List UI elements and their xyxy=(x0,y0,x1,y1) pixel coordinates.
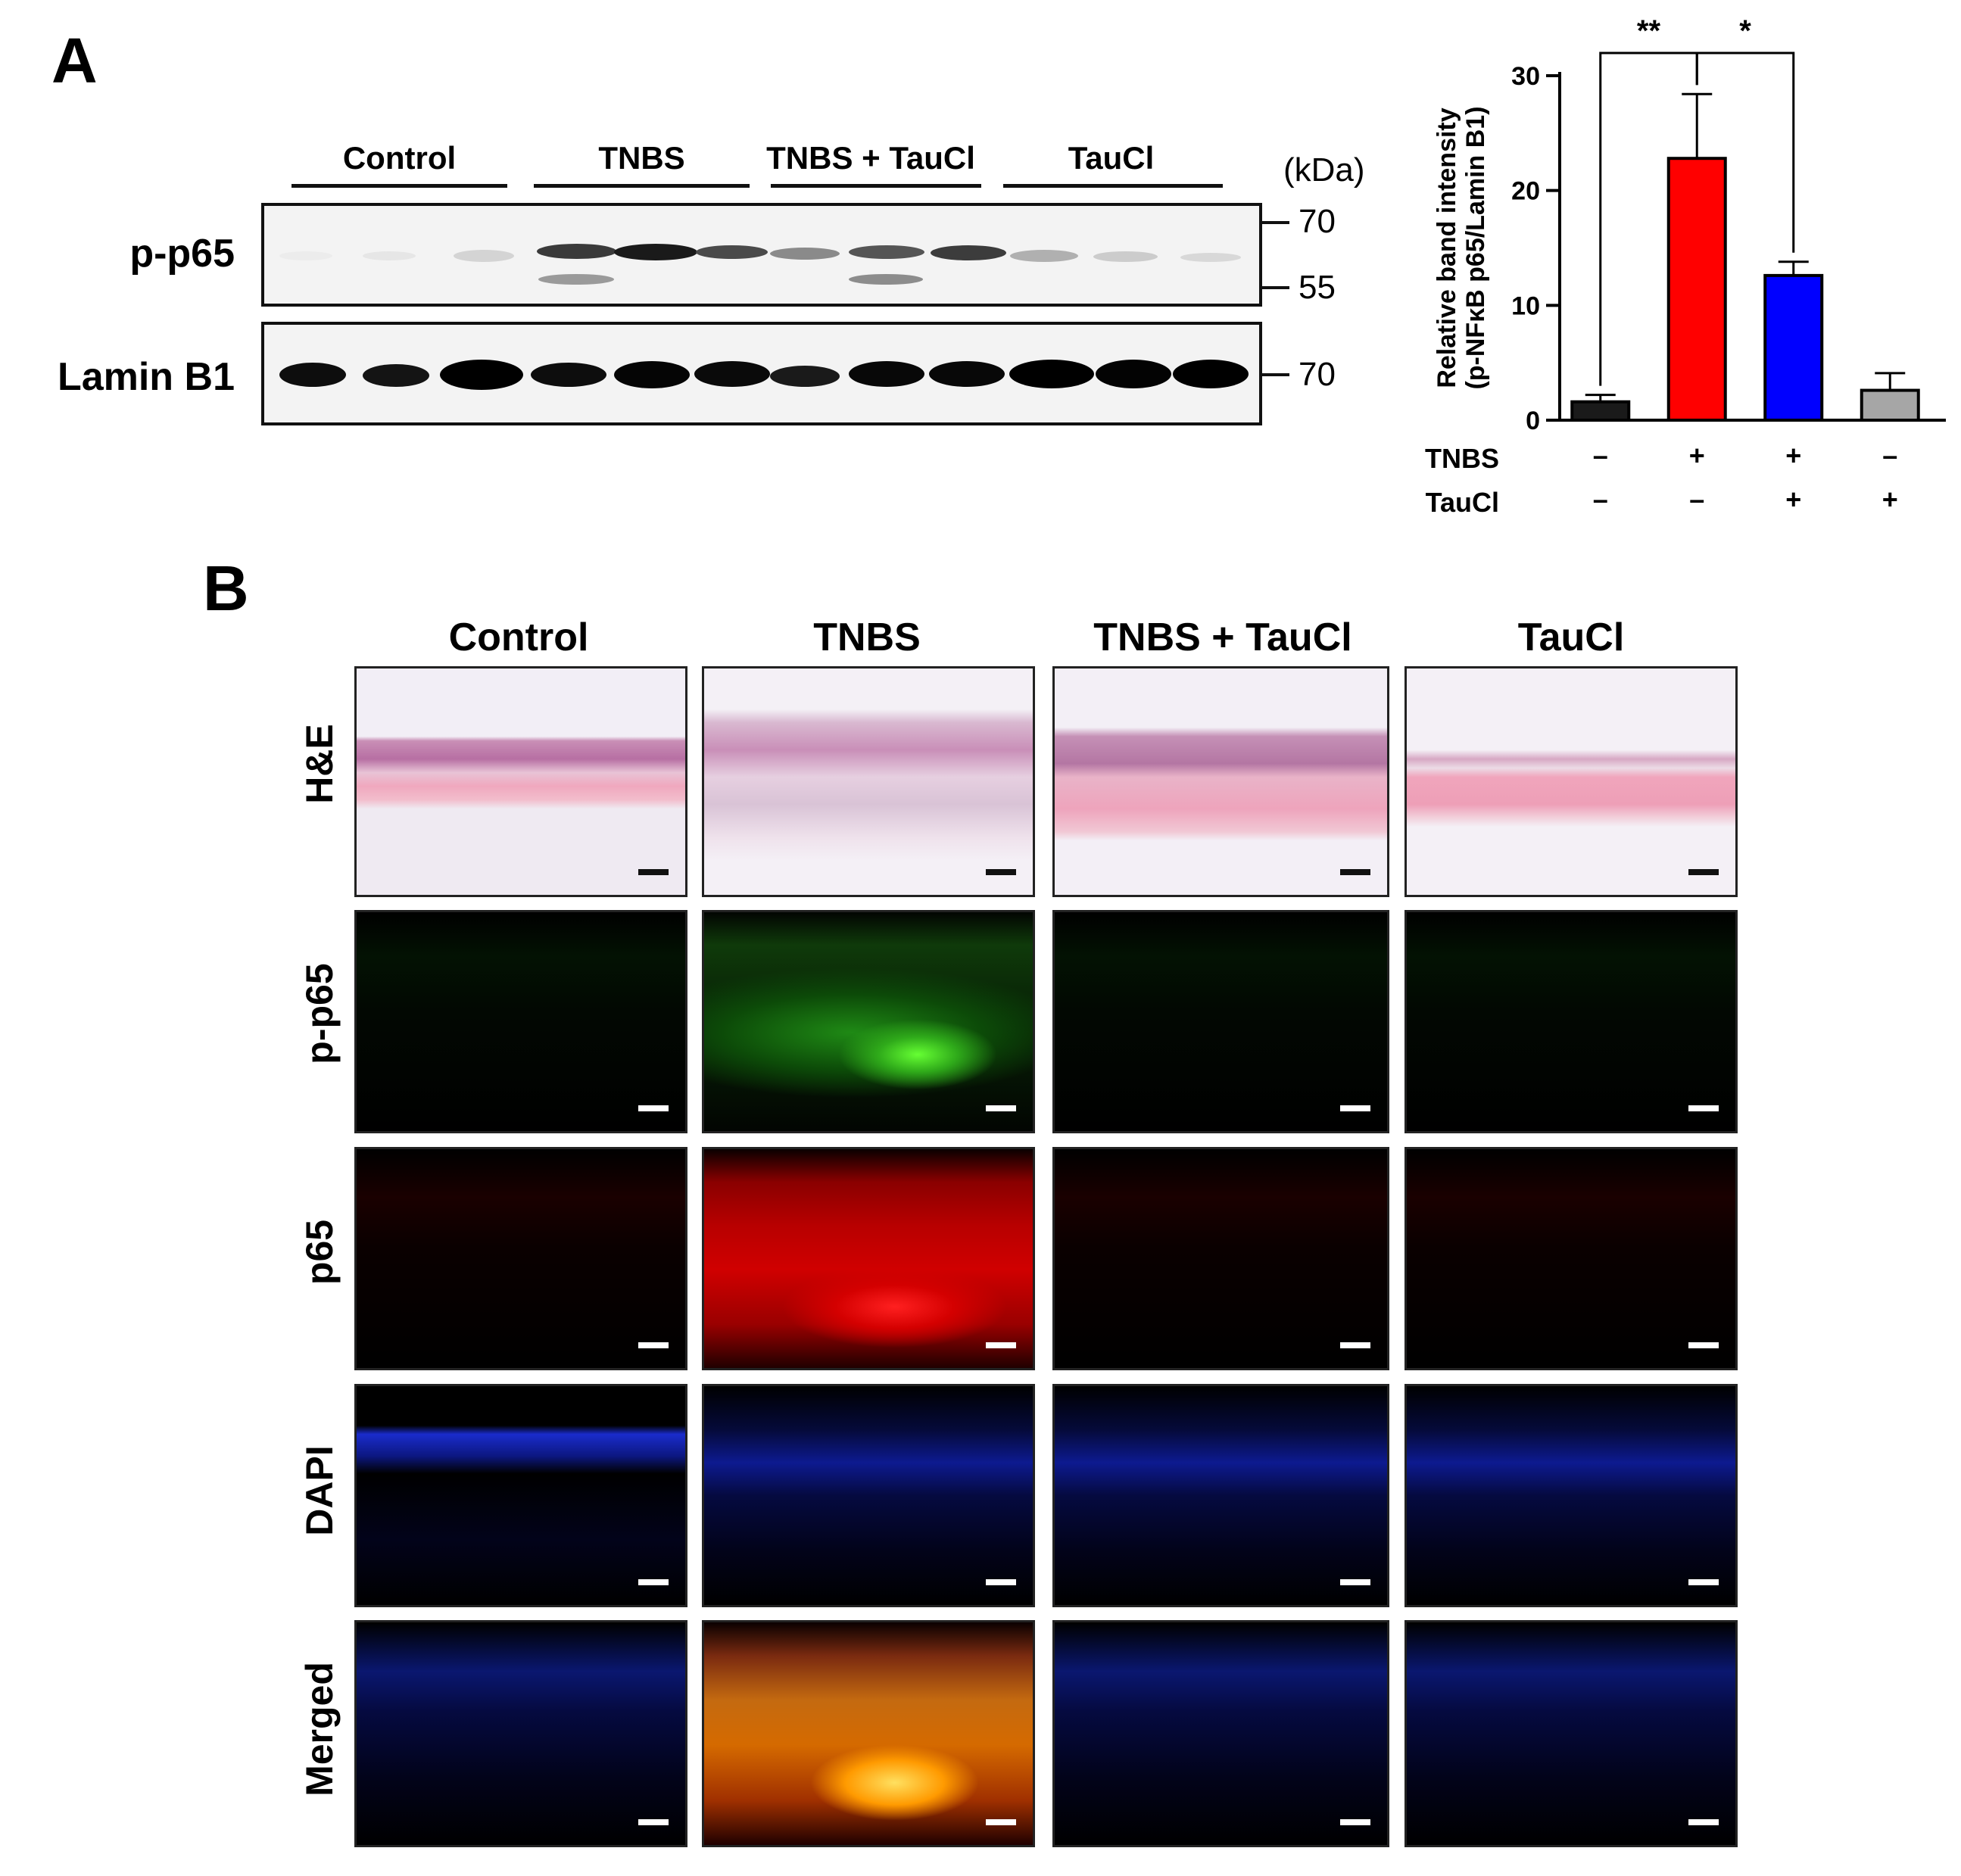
y-tick-label: 0 xyxy=(1526,407,1540,435)
micrograph-p65-control xyxy=(354,1147,687,1370)
scale-bar xyxy=(1688,1342,1719,1348)
wb-group-label-tnbs: TNBS xyxy=(598,140,685,176)
micrograph-dapi-taucl xyxy=(1404,1384,1738,1607)
scale-bar xyxy=(1340,1342,1370,1348)
scale-bar xyxy=(986,1579,1016,1585)
micrograph-p-p65-taucl xyxy=(1404,910,1738,1133)
treatment-sign: + xyxy=(1785,484,1801,515)
micrograph-he-control xyxy=(354,666,687,897)
micrograph-dapi-tnbs xyxy=(702,1384,1035,1607)
scale-bar xyxy=(638,1819,669,1825)
kda-marker-70-top: 70 xyxy=(1298,203,1336,240)
scale-bar xyxy=(1688,1819,1719,1825)
kda-tick-70-top xyxy=(1262,221,1289,224)
row-header-merged: Merged xyxy=(298,1662,341,1797)
y-tick-label: 30 xyxy=(1511,62,1540,91)
scale-bar xyxy=(638,1342,669,1348)
significance-bracket xyxy=(1695,51,1795,253)
wb-group-label-control: Control xyxy=(342,140,457,176)
bar xyxy=(1666,157,1727,422)
treatment-sign: + xyxy=(1785,440,1801,471)
panel-a-letter: A xyxy=(51,25,98,96)
micrograph-he-taucl xyxy=(1404,666,1738,897)
wb-group-line-tnbs xyxy=(534,184,750,188)
wb-group-label-tnbs-taucl: TNBS + TauCl xyxy=(766,140,975,176)
blot-lamin-b1 xyxy=(261,322,1262,425)
scale-bar xyxy=(986,869,1016,875)
micrograph-merged-tnbs xyxy=(702,1620,1035,1847)
y-tick-label: 10 xyxy=(1511,291,1540,320)
scale-bar xyxy=(986,1105,1016,1111)
micrograph-merged-taucl xyxy=(1404,1620,1738,1847)
row-header-p65: p65 xyxy=(298,1219,341,1285)
micrograph-dapi-tnbs-taucl xyxy=(1052,1384,1389,1607)
scale-bar xyxy=(1340,869,1370,875)
micrograph-p-p65-control xyxy=(354,910,687,1133)
scale-bar xyxy=(1688,1579,1719,1585)
scale-bar xyxy=(1688,1105,1719,1111)
significance-label: ** xyxy=(1637,14,1661,48)
micrograph-merged-tnbs-taucl xyxy=(1052,1620,1389,1847)
wb-row-label-p-p65: p-p65 xyxy=(129,232,235,276)
micrograph-dapi-control xyxy=(354,1384,687,1607)
y-axis-label: Relative band intensity xyxy=(1433,108,1461,388)
row-header-p-p65: p-p65 xyxy=(298,963,341,1064)
micrograph-p65-tnbs-taucl xyxy=(1052,1147,1389,1370)
bar xyxy=(1763,273,1824,422)
panel-b-letter: B xyxy=(203,553,249,624)
column-header-tnbs: TNBS xyxy=(813,615,921,659)
scale-bar xyxy=(986,1819,1016,1825)
wb-group-line-tnbs-taucl xyxy=(771,184,981,188)
scale-bar xyxy=(1688,869,1719,875)
scale-bar xyxy=(1340,1579,1370,1585)
kda-unit-label: (kDa) xyxy=(1283,151,1365,189)
micrograph-p65-taucl xyxy=(1404,1147,1738,1370)
kda-tick-55 xyxy=(1262,286,1289,289)
micrograph-merged-control xyxy=(354,1620,687,1847)
column-header-tnbs-taucl: TNBS + TauCl xyxy=(1093,615,1352,659)
scale-bar xyxy=(1340,1819,1370,1825)
wb-row-label-lamin-b1: Lamin B1 xyxy=(57,355,235,399)
row-header-dapi: DAPI xyxy=(298,1445,341,1536)
y-axis-label-2: (p-NFκB p65/Lamin B1) xyxy=(1461,106,1490,389)
treatment-sign: – xyxy=(1593,484,1608,515)
treatment-sign: + xyxy=(1689,440,1705,471)
micrograph-p65-tnbs xyxy=(702,1147,1035,1370)
bar xyxy=(1860,388,1920,422)
column-header-control: Control xyxy=(448,615,589,659)
treatment-row-label: TNBS xyxy=(1425,443,1499,474)
bar-chart: 0 10 20 30 Relative band intensity (p-NFκB p6… xyxy=(1425,14,1946,518)
column-header-taucl: TauCl xyxy=(1517,615,1625,659)
scale-bar xyxy=(638,1579,669,1585)
significance-label: * xyxy=(1739,14,1751,48)
kda-marker-55: 55 xyxy=(1298,269,1336,306)
row-header-he: H&E xyxy=(298,724,341,804)
treatment-sign: – xyxy=(1882,440,1897,471)
treatment-sign: – xyxy=(1689,484,1704,515)
y-tick-label: 20 xyxy=(1511,177,1540,206)
kda-marker-70-bottom: 70 xyxy=(1298,356,1336,393)
micrograph-p-p65-tnbs xyxy=(702,910,1035,1133)
blot-p-p65 xyxy=(261,203,1262,307)
micrograph-he-tnbs-taucl xyxy=(1052,666,1389,897)
scale-bar xyxy=(1340,1105,1370,1111)
bar xyxy=(1570,400,1631,422)
treatment-sign: – xyxy=(1593,440,1608,471)
scale-bar xyxy=(638,1105,669,1111)
kda-tick-70-bottom xyxy=(1262,373,1289,376)
wb-group-line-control xyxy=(292,184,507,188)
scale-bar xyxy=(638,869,669,875)
scale-bar xyxy=(986,1342,1016,1348)
treatment-sign: + xyxy=(1882,484,1898,515)
micrograph-p-p65-tnbs-taucl xyxy=(1052,910,1389,1133)
treatment-row-label: TauCl xyxy=(1426,487,1499,518)
wb-group-line-taucl xyxy=(1003,184,1223,188)
micrograph-he-tnbs xyxy=(702,666,1035,897)
wb-group-label-taucl: TauCl xyxy=(1068,140,1155,176)
